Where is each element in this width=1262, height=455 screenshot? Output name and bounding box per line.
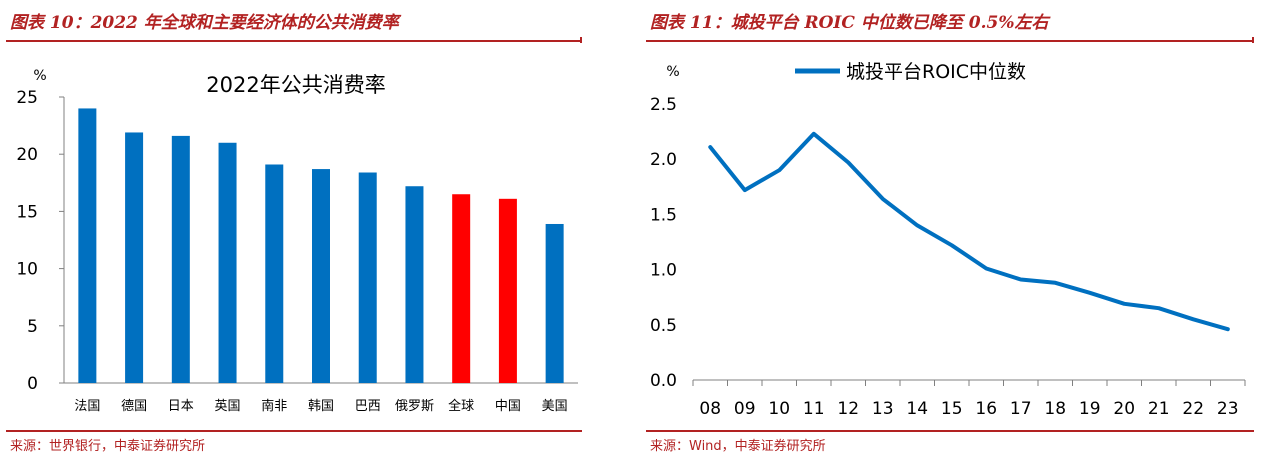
line-x-label: 15 [941, 399, 963, 419]
line-x-label: 09 [734, 399, 756, 419]
left-top-rule [6, 40, 582, 42]
left-bottom-rule [6, 430, 582, 432]
line-chart: % 城投平台ROIC中位数 0.0 0.5 1.0 1.5 2.0 2.5 08 09 10 1… [650, 61, 1246, 419]
right-top-rule [646, 40, 1254, 42]
bar-y-tick-label: 0 [27, 374, 38, 394]
line-y-tick-label: 0.5 [650, 316, 677, 336]
line-x-label: 10 [768, 399, 790, 419]
line-x-label: 18 [1044, 399, 1066, 419]
line-x-label: 14 [906, 399, 928, 419]
left-panel: 图表 10：2022 年全球和主要经济体的公共消费率 2022年公共消费率 % … [0, 0, 628, 455]
bar-x-label: 巴西 [355, 399, 381, 414]
bar-y-tick-label: 5 [27, 317, 38, 337]
line-x-label: 19 [1079, 399, 1101, 419]
bar-chart-bars [78, 108, 564, 383]
bar-x-label: 日本 [168, 399, 194, 414]
bar-y-tick-label: 10 [16, 260, 38, 280]
left-figure-title: 图表 10：2022 年全球和主要经济体的公共消费率 [10, 13, 399, 33]
bar-y-tick-label: 20 [16, 145, 38, 165]
bar-6 [312, 169, 330, 383]
bar-7 [358, 172, 377, 383]
line-x-label: 13 [872, 399, 894, 419]
bar-x-label: 全球 [448, 398, 474, 414]
line-y-tick-label: 2.5 [650, 95, 677, 115]
right-panel: 图表 11：城投平台 ROIC 中位数已降至 0.5%左右 % 城投平台ROIC… [640, 0, 1262, 455]
line-x-label: 08 [699, 399, 721, 419]
line-x-label: 12 [837, 399, 859, 419]
bar-chart-x-axis: 法国 德国 日本 英国 南非 韩国 巴西 俄罗斯 全球 中国 美国 [74, 398, 567, 414]
bar-9 [452, 194, 471, 383]
bar-3 [171, 135, 190, 383]
bar-chart-y-axis: 0 5 10 15 20 25 [16, 88, 578, 394]
bar-x-label: 法国 [74, 399, 100, 414]
bar-1 [78, 108, 97, 383]
bar-x-label: 南非 [261, 398, 287, 414]
bar-11 [545, 223, 564, 383]
line-chart-y-axis: 0.0 0.5 1.0 1.5 2.0 2.5 [650, 95, 677, 391]
bar-x-label: 中国 [495, 399, 521, 414]
bar-5 [265, 164, 284, 383]
bar-chart: 2022年公共消费率 % 0 5 10 15 20 25 法国 德国 日本 英国 南非 韩国 巴西 俄罗… [16, 68, 578, 414]
series-line [708, 131, 1230, 332]
right-bottom-rule [646, 430, 1254, 432]
bar-10 [498, 198, 517, 383]
bar-x-label: 美国 [542, 399, 568, 414]
line-x-label: 11 [803, 399, 825, 419]
bar-chart-title: 2022年公共消费率 [206, 73, 385, 97]
line-x-label: 21 [1148, 399, 1170, 419]
right-rule-end [1252, 37, 1254, 43]
bar-chart-y-unit: % [33, 68, 46, 84]
line-x-label: 22 [1182, 399, 1204, 419]
line-y-tick-label: 1.0 [650, 261, 677, 281]
bar-x-label: 德国 [121, 399, 147, 414]
bar-x-label: 俄罗斯 [395, 399, 434, 414]
bar-x-label: 英国 [215, 399, 241, 414]
right-source-note: 来源：Wind，中泰证券研究所 [650, 439, 826, 454]
bar-4 [218, 142, 237, 383]
line-x-label: 16 [975, 399, 997, 419]
bar-8 [405, 186, 424, 383]
line-chart-y-unit: % [666, 64, 679, 80]
right-figure-title: 图表 11：城投平台 ROIC 中位数已降至 0.5%左右 [650, 13, 1049, 33]
bar-x-label: 韩国 [308, 399, 334, 414]
left-rule-end [580, 37, 582, 43]
legend-label: 城投平台ROIC中位数 [846, 61, 1026, 83]
line-y-tick-label: 2.0 [650, 150, 677, 170]
line-y-tick-label: 0.0 [650, 371, 677, 391]
line-chart-series [708, 131, 1230, 332]
bar-y-tick-label: 25 [16, 88, 38, 108]
line-x-label: 17 [1010, 399, 1032, 419]
line-x-label: 23 [1217, 399, 1239, 419]
bar-2 [125, 132, 144, 383]
line-x-label: 20 [1113, 399, 1135, 419]
line-y-tick-label: 1.5 [650, 205, 677, 225]
bar-y-tick-label: 15 [16, 202, 38, 222]
left-source-note: 来源：世界银行，中泰证券研究所 [10, 439, 206, 454]
line-chart-x-axis: 08 09 10 11 12 13 14 15 16 17 18 19 20 21 22 23 [692, 379, 1246, 419]
